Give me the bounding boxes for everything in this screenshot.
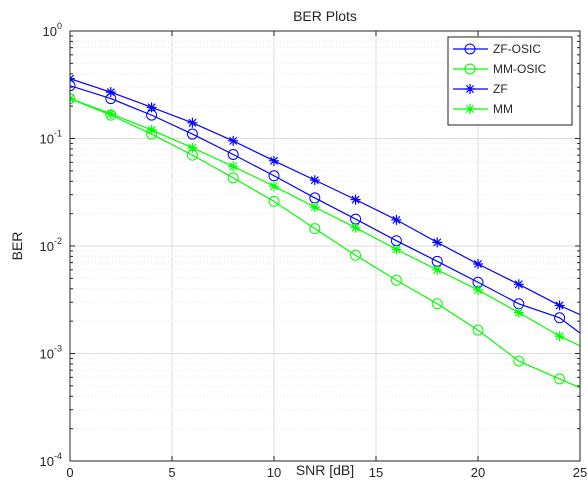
series-line (70, 85, 580, 334)
data-point (227, 172, 239, 184)
data-point (390, 274, 402, 286)
x-axis-title: SNR [dB] (296, 462, 354, 478)
data-point (432, 237, 443, 248)
data-point (105, 108, 116, 119)
data-point (432, 264, 443, 275)
y-tick-label: 10-2 (40, 236, 62, 254)
legend-label: MM-OSIC (493, 62, 547, 76)
legend-item: ZF-OSIC (453, 42, 541, 56)
x-tick-label: 5 (168, 465, 175, 480)
data-point (472, 324, 484, 336)
data-point (473, 259, 483, 270)
legend-label: MM (493, 102, 513, 116)
legend: ZF-OSIC MM-OSIC ZF MM (447, 36, 573, 126)
x-tick-label: 10 (267, 465, 281, 480)
data-point (309, 223, 321, 235)
chart-title: BER Plots (293, 8, 357, 24)
data-point (554, 312, 566, 324)
data-point (227, 148, 239, 160)
legend-label: ZF (493, 82, 508, 96)
data-point (228, 135, 239, 146)
series-line (70, 98, 580, 347)
y-tick-label: 100 (43, 21, 62, 39)
series-group (70, 73, 580, 389)
legend-item: MM-OSIC (453, 62, 547, 76)
data-point (187, 142, 198, 153)
y-tick-label: 10-4 (40, 451, 62, 469)
data-point (268, 195, 280, 207)
data-point (146, 124, 157, 135)
data-point (269, 181, 279, 192)
data-point (70, 80, 76, 92)
data-point (146, 102, 157, 113)
legend-marker (465, 104, 475, 114)
x-tick-label: 0 (66, 465, 73, 480)
data-point (513, 355, 525, 367)
y-tick-label: 10-3 (40, 344, 62, 362)
data-point (473, 284, 483, 295)
series-line (70, 98, 580, 389)
y-axis-title: BER (9, 232, 25, 261)
x-tick-label: 15 (369, 465, 383, 480)
data-point (431, 298, 443, 310)
data-point (350, 249, 362, 261)
data-point (309, 202, 320, 213)
legend-item: ZF (453, 82, 508, 96)
ticks: 0 5 10 15 20 25 100 10-1 10-2 10-3 10-4 (40, 21, 588, 480)
series-zf-group (70, 73, 580, 316)
data-point (513, 279, 524, 290)
data-point (228, 161, 239, 172)
data-point (350, 194, 361, 205)
data-point (350, 222, 361, 233)
data-point (187, 117, 198, 128)
data-point (309, 175, 320, 186)
legend-marker (465, 84, 475, 94)
series-mm-osic-group (70, 93, 580, 389)
data-point (554, 373, 566, 385)
data-point (105, 87, 116, 98)
y-tick-label: 10-1 (40, 129, 62, 147)
legend-marker (464, 43, 476, 55)
legend-item: MM (453, 102, 513, 116)
data-point (186, 128, 198, 140)
data-point (391, 244, 402, 255)
series-mm-group (70, 93, 580, 347)
data-point (268, 170, 280, 182)
data-point (269, 155, 279, 166)
data-point (554, 300, 565, 311)
x-tick-label: 25 (573, 465, 587, 480)
series-line (70, 78, 580, 316)
data-point (513, 307, 524, 318)
data-point (554, 331, 565, 342)
data-point (391, 214, 402, 225)
legend-marker (464, 63, 476, 75)
x-tick-label: 20 (471, 465, 485, 480)
legend-label: ZF-OSIC (493, 42, 541, 56)
